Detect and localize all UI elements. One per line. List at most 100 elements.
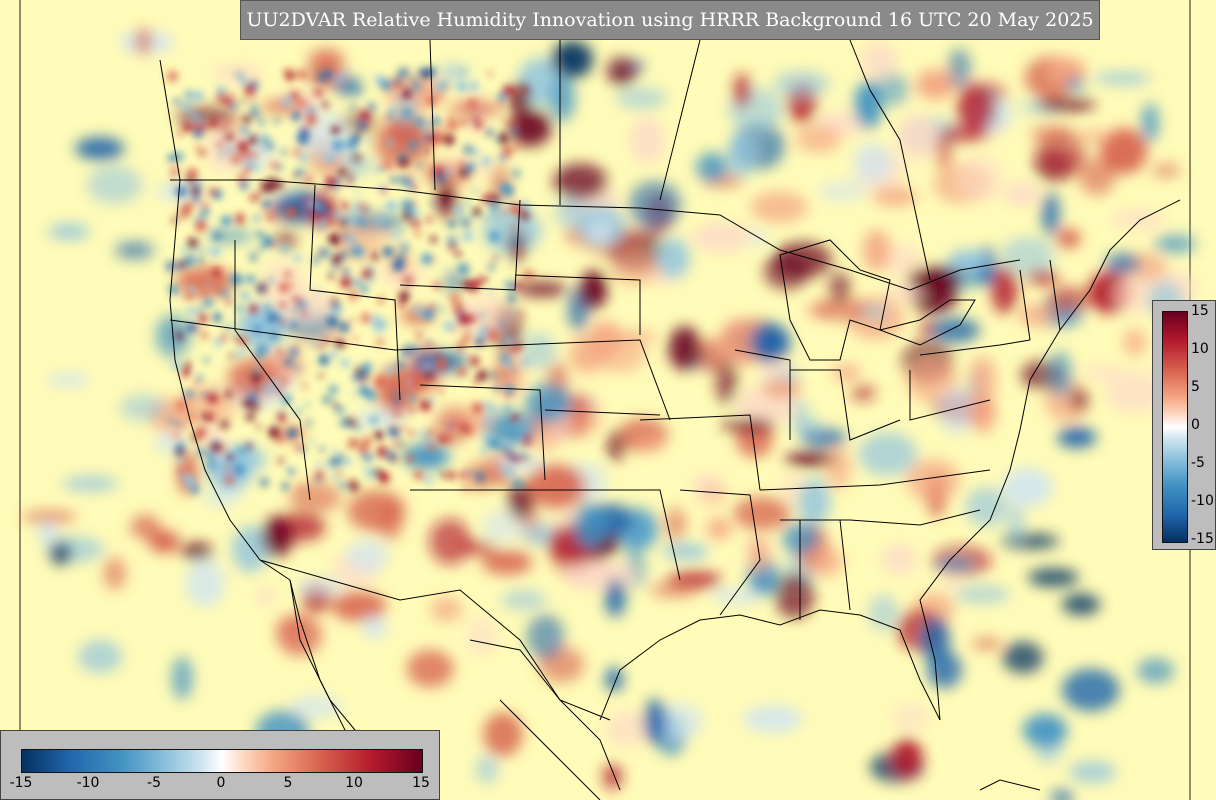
- innovation-speck: [270, 241, 276, 247]
- innovation-speck: [293, 254, 302, 262]
- innovation-patch: [331, 591, 387, 622]
- innovation-speck: [370, 416, 378, 424]
- innovation-speck: [246, 443, 254, 451]
- innovation-speck: [289, 282, 295, 289]
- innovation-speck: [445, 169, 452, 176]
- innovation-speck: [436, 91, 442, 97]
- innovation-speck: [422, 368, 435, 380]
- vertical-colorbar-tick: -5: [1191, 455, 1205, 471]
- innovation-speck: [279, 301, 287, 309]
- innovation-speck: [400, 426, 407, 432]
- innovation-speck: [386, 138, 395, 147]
- innovation-speck: [428, 397, 435, 403]
- innovation-patch: [969, 356, 997, 404]
- innovation-patch: [668, 326, 702, 371]
- innovation-speck: [350, 152, 362, 163]
- innovation-patch: [362, 615, 387, 639]
- innovation-speck: [193, 128, 204, 139]
- innovation-speck: [224, 325, 232, 332]
- innovation-speck: [415, 332, 423, 340]
- innovation-speck: [329, 398, 335, 404]
- innovation-patch: [956, 154, 1005, 203]
- innovation-patch: [289, 482, 342, 513]
- innovation-speck: [371, 315, 383, 327]
- innovation-speck: [293, 207, 299, 213]
- innovation-speck: [355, 372, 364, 382]
- innovation-speck: [449, 292, 462, 305]
- innovation-speck: [477, 370, 488, 381]
- innovation-speck: [489, 289, 494, 294]
- innovation-patch: [954, 584, 1010, 605]
- innovation-speck: [264, 305, 271, 311]
- innovation-patch: [991, 266, 1018, 314]
- innovation-speck: [348, 172, 354, 178]
- innovation-patch: [449, 101, 502, 117]
- innovation-speck: [427, 133, 432, 138]
- innovation-speck: [237, 141, 249, 153]
- innovation-speck: [446, 234, 458, 247]
- innovation-speck: [185, 306, 197, 317]
- innovation-speck: [237, 173, 249, 185]
- innovation-speck: [287, 468, 295, 476]
- innovation-speck: [370, 252, 380, 261]
- innovation-patch: [429, 518, 472, 565]
- innovation-speck: [233, 335, 239, 341]
- innovation-patch: [525, 464, 581, 506]
- innovation-speck: [208, 117, 219, 128]
- innovation-speck: [526, 433, 532, 439]
- innovation-patch: [1006, 504, 1025, 545]
- innovation-patch: [261, 516, 293, 557]
- innovation-speck: [507, 294, 516, 303]
- innovation-speck: [397, 67, 410, 79]
- innovation-patch: [905, 458, 961, 502]
- innovation-patch: [581, 563, 634, 588]
- innovation-speck: [363, 206, 371, 213]
- innovation-speck: [486, 329, 499, 342]
- innovation-patch: [784, 452, 839, 467]
- innovation-speck: [183, 202, 194, 213]
- innovation-speck: [326, 314, 339, 327]
- innovation-speck: [351, 245, 364, 258]
- innovation-speck: [257, 344, 268, 355]
- innovation-speck: [466, 469, 473, 476]
- innovation-speck: [373, 468, 383, 477]
- innovation-speck: [267, 312, 278, 324]
- innovation-speck: [184, 389, 195, 400]
- innovation-speck: [514, 281, 524, 291]
- innovation-patch: [1050, 788, 1074, 800]
- innovation-speck: [486, 129, 491, 135]
- innovation-patch: [773, 241, 832, 278]
- innovation-speck: [206, 460, 218, 472]
- innovation-speck: [386, 200, 397, 212]
- innovation-speck: [263, 383, 274, 395]
- innovation-patch: [130, 514, 161, 540]
- innovation-speck: [361, 362, 372, 373]
- innovation-speck: [464, 329, 472, 338]
- innovation-speck: [397, 442, 402, 447]
- innovation-speck: [298, 168, 306, 177]
- innovation-speck: [193, 181, 202, 190]
- innovation-patch: [892, 738, 923, 778]
- innovation-patch: [474, 755, 499, 784]
- innovation-speck: [358, 385, 370, 397]
- innovation-speck: [456, 366, 468, 378]
- innovation-speck: [510, 434, 516, 440]
- innovation-speck: [435, 133, 446, 143]
- innovation-speck: [181, 367, 191, 377]
- map-title: UU2DVAR Relative Humidity Innovation usi…: [240, 0, 1100, 40]
- innovation-speck: [230, 94, 235, 100]
- innovation-speck: [407, 174, 414, 181]
- innovation-speck: [367, 102, 377, 112]
- innovation-patch: [715, 359, 739, 405]
- innovation-speck: [319, 446, 325, 452]
- innovation-patch: [1094, 72, 1152, 85]
- innovation-patch: [443, 271, 465, 293]
- innovation-speck: [455, 251, 462, 258]
- innovation-patch: [971, 637, 1002, 650]
- east-coast: [919, 199, 1181, 721]
- innovation-speck: [355, 215, 366, 227]
- innovation-speck: [442, 434, 453, 445]
- innovation-speck: [453, 420, 460, 426]
- innovation-speck: [473, 377, 480, 384]
- innovation-patch: [605, 711, 650, 747]
